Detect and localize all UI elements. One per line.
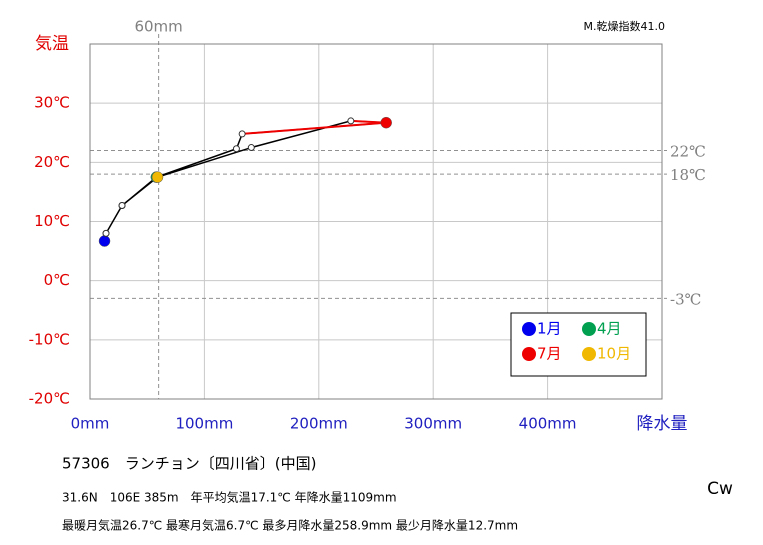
reference-label: 60mm <box>134 18 182 36</box>
legend-marker <box>582 347 596 361</box>
legend-marker <box>582 322 596 336</box>
month-point <box>118 202 126 210</box>
month-point <box>247 144 255 152</box>
climate-line <box>103 120 387 242</box>
info-line: 31.6N 106E 385m 年平均気温17.1℃ 年降水量1109mm <box>62 490 397 505</box>
legend-marker <box>522 347 536 361</box>
index-label: M.乾燥指数41.0 <box>584 19 665 33</box>
y-tick-label: -10℃ <box>29 330 70 348</box>
reference-label: -3℃ <box>670 290 701 308</box>
month-point <box>238 130 246 138</box>
legend-marker <box>522 322 536 336</box>
month-point <box>232 145 240 153</box>
legend-label: 1月 <box>537 320 562 338</box>
x-tick-label: 100mm <box>175 415 233 433</box>
info-line: 最暖月気温26.7℃ 最寒月気温6.7℃ 最多月降水量258.9mm 最少月降水… <box>62 518 518 533</box>
month-point <box>347 117 355 125</box>
x-axis-label: 降水量 <box>637 414 688 434</box>
reference-label: 22℃ <box>670 143 706 161</box>
month-point <box>102 229 110 237</box>
legend-box <box>510 312 647 377</box>
summer-line <box>242 119 387 135</box>
legend-label: 10月 <box>597 345 631 363</box>
station: 57306 ランチョン〔四川省〕(中国) <box>62 455 316 473</box>
legend-label: 4月 <box>597 320 622 338</box>
y-tick-label: 0℃ <box>44 271 70 289</box>
y-tick-label: -20℃ <box>29 390 70 408</box>
x-tick-label: 200mm <box>290 415 348 433</box>
reference-label: 18℃ <box>670 166 706 184</box>
x-tick-label: 300mm <box>404 415 462 433</box>
x-tick-label: 400mm <box>519 415 577 433</box>
y-tick-label: 10℃ <box>34 212 70 230</box>
y-tick-label: 20℃ <box>34 153 70 171</box>
month-point <box>380 116 392 129</box>
y-tick-label: 30℃ <box>34 94 70 112</box>
climate-code: Cw <box>707 479 733 499</box>
month-point <box>151 171 164 183</box>
month-point <box>98 235 111 247</box>
legend-label: 7月 <box>537 345 562 363</box>
plot-frame <box>89 43 663 400</box>
x-tick-label: 0mm <box>71 415 110 433</box>
y-axis-label: 気温 <box>35 34 69 54</box>
